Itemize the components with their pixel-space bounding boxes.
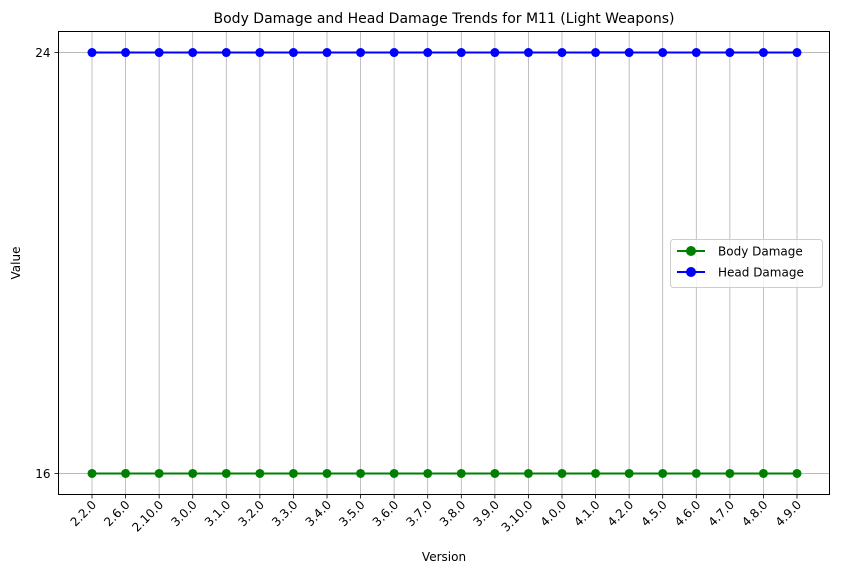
data-point-head-damage	[389, 48, 399, 58]
x-tick-label: 4.7.0	[705, 498, 736, 529]
x-tick-label: 3.5.0	[336, 498, 367, 529]
legend-marker-head-damage	[686, 267, 696, 277]
data-point-head-damage	[322, 48, 332, 58]
x-tick-label: 3.3.0	[269, 498, 300, 529]
data-point-head-damage	[691, 48, 701, 58]
x-tick-label: 3.1.0	[202, 498, 233, 529]
data-point-body-damage	[154, 468, 164, 478]
legend-box	[670, 239, 823, 288]
data-point-body-damage	[87, 468, 97, 478]
x-tick-label: 4.2.0	[605, 498, 636, 529]
legend-label-head-damage: Head Damage	[718, 266, 804, 280]
data-point-head-damage	[523, 48, 533, 58]
x-axis-ticks: 2.2.0 2.6.02.10.0 3.0.0 3.1.0 3.2.0 3.3.0 3.4.…	[68, 494, 804, 535]
data-point-body-damage	[255, 468, 265, 478]
data-point-body-damage	[423, 468, 433, 478]
x-tick-label: 4.1.0	[571, 498, 602, 529]
data-point-head-damage	[725, 48, 735, 58]
data-point-body-damage	[691, 468, 701, 478]
x-tick-label: 3.6.0	[370, 498, 401, 529]
data-point-body-damage	[658, 468, 668, 478]
legend-label-body-damage: Body Damage	[718, 245, 803, 259]
x-tick-label: 2.2.0	[68, 498, 99, 529]
data-point-head-damage	[792, 48, 802, 58]
x-tick-label: 3.9.0	[470, 498, 501, 529]
x-tick-label: 4.6.0	[672, 498, 703, 529]
data-point-head-damage	[154, 48, 164, 58]
data-point-body-damage	[356, 468, 366, 478]
y-axis-label: Value	[9, 247, 23, 280]
legend-marker-body-damage	[686, 246, 696, 256]
plot-area-frame	[58, 31, 830, 495]
y-tick-label: 24	[35, 46, 50, 60]
data-point-body-damage	[792, 468, 802, 478]
x-axis-label: Version	[422, 550, 466, 564]
x-tick-label: 3.8.0	[437, 498, 468, 529]
x-tick-label: 3.7.0	[403, 498, 434, 529]
data-point-body-damage	[523, 468, 533, 478]
data-point-body-damage	[322, 468, 332, 478]
data-point-body-damage	[456, 468, 466, 478]
data-point-head-damage	[423, 48, 433, 58]
x-tick-label: 3.10.0	[499, 498, 536, 535]
x-tick-label: 4.0.0	[538, 498, 569, 529]
data-point-head-damage	[658, 48, 668, 58]
data-point-head-damage	[758, 48, 768, 58]
chart-title: Body Damage and Head Damage Trends for M…	[214, 11, 675, 27]
data-point-body-damage	[557, 468, 567, 478]
data-point-body-damage	[725, 468, 735, 478]
data-point-head-damage	[188, 48, 198, 58]
x-tick-label: 3.2.0	[235, 498, 266, 529]
data-point-body-damage	[121, 468, 131, 478]
data-point-body-damage	[490, 468, 500, 478]
data-point-head-damage	[288, 48, 298, 58]
data-point-body-damage	[188, 468, 198, 478]
data-point-head-damage	[557, 48, 567, 58]
data-point-head-damage	[456, 48, 466, 58]
data-point-head-damage	[591, 48, 601, 58]
data-point-head-damage	[255, 48, 265, 58]
data-point-body-damage	[288, 468, 298, 478]
x-tick-label: 2.6.0	[101, 498, 132, 529]
x-tick-label: 4.8.0	[739, 498, 770, 529]
data-point-body-damage	[389, 468, 399, 478]
data-point-body-damage	[221, 468, 231, 478]
data-point-head-damage	[490, 48, 500, 58]
x-tick-label: 2.10.0	[129, 498, 166, 535]
x-tick-label: 3.0.0	[168, 498, 199, 529]
data-point-head-damage	[87, 48, 97, 58]
data-point-head-damage	[221, 48, 231, 58]
x-tick-label: 4.5.0	[638, 498, 669, 529]
data-point-body-damage	[758, 468, 768, 478]
data-point-body-damage	[591, 468, 601, 478]
data-point-head-damage	[121, 48, 131, 58]
series-layer	[87, 48, 802, 478]
data-point-head-damage	[356, 48, 366, 58]
y-tick-label: 16	[35, 467, 50, 481]
x-tick-label: 4.9.0	[773, 498, 804, 529]
legend: Body Damage Head Damage	[670, 239, 823, 288]
x-tick-label: 3.4.0	[303, 498, 334, 529]
data-point-head-damage	[624, 48, 634, 58]
data-point-body-damage	[624, 468, 634, 478]
